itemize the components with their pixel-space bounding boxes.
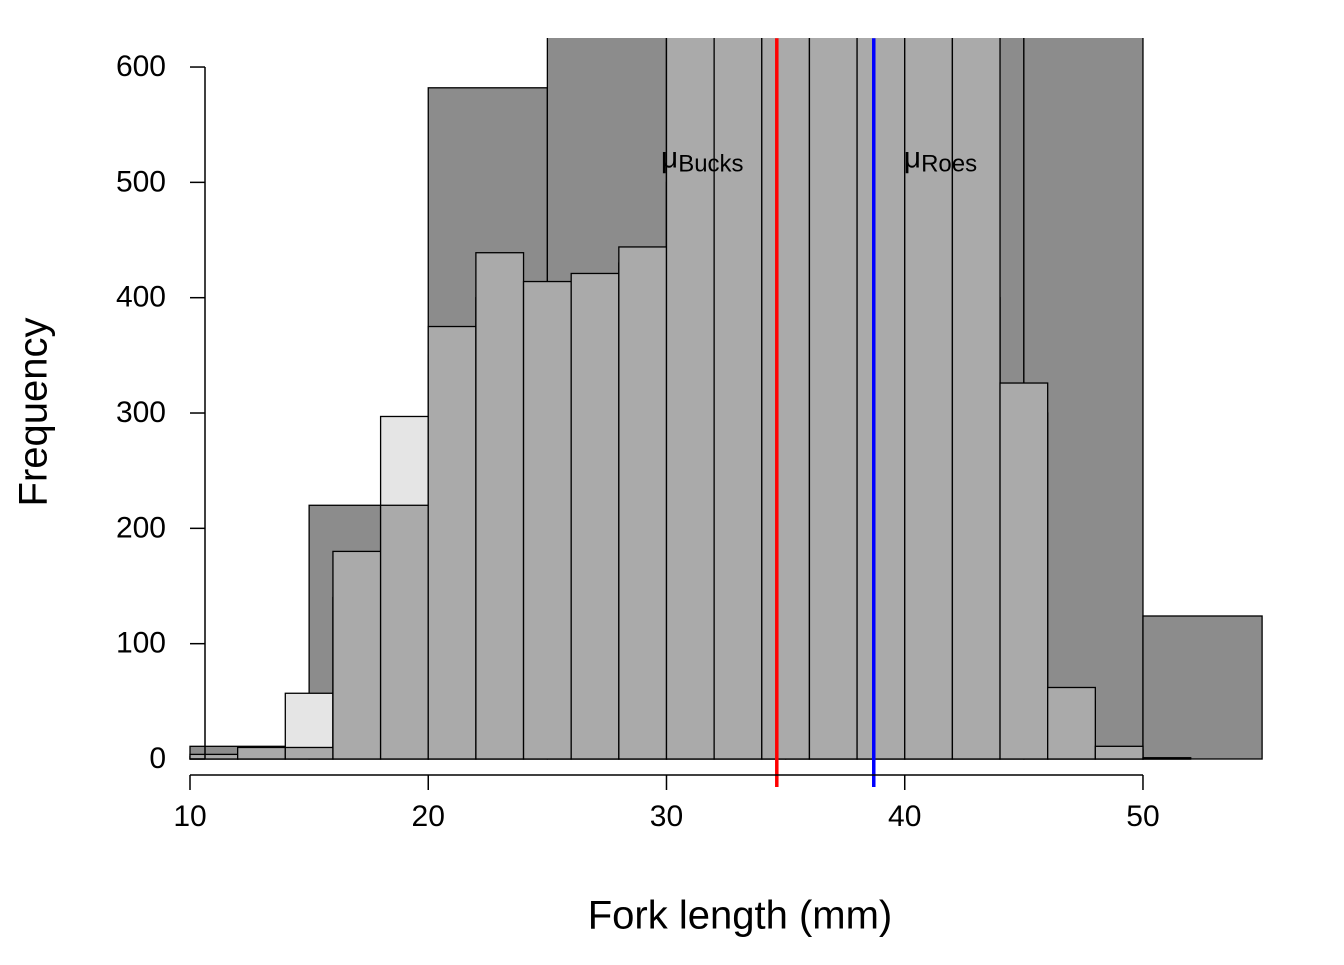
bar: [284, 746, 334, 760]
plot-area: [189, 38, 1263, 760]
x-axis-label: Fork length (mm): [588, 894, 893, 938]
bar: [570, 272, 620, 760]
bar: [475, 252, 525, 760]
y-tick-label: 0: [149, 742, 166, 775]
bar: [1094, 745, 1144, 760]
x-tick-label: 20: [412, 800, 445, 833]
bar: [1142, 757, 1192, 760]
bar: [904, 38, 954, 760]
bar: [427, 325, 477, 760]
x-tick-label: 10: [173, 800, 206, 833]
bar: [808, 38, 858, 760]
y-tick-label: 600: [116, 50, 166, 83]
bar: [236, 746, 286, 760]
bar: [665, 38, 715, 760]
x-tick-label: 50: [1126, 800, 1159, 833]
y-tick-label: 500: [116, 165, 166, 198]
bar: [1047, 686, 1096, 760]
y-tick-label: 300: [116, 396, 166, 429]
annotation-symbol: μ: [661, 141, 678, 174]
annotation-subscript: Roes: [921, 151, 977, 178]
bar: [379, 504, 429, 760]
bar: [1142, 615, 1263, 760]
annotation-symbol: μ: [904, 141, 921, 174]
y-tick-label: 400: [116, 281, 166, 314]
bar: [522, 280, 572, 760]
annotation: μRoes: [904, 141, 977, 177]
bar: [856, 38, 906, 760]
bar: [332, 550, 382, 760]
y-tick-label: 100: [116, 627, 166, 660]
bar: [951, 38, 1001, 760]
bar: [713, 38, 763, 760]
bar: [999, 382, 1049, 760]
annotation: μBucks: [661, 141, 744, 177]
bar: [761, 38, 811, 760]
y-axis-label: Frequency: [12, 318, 56, 507]
bar: [618, 246, 668, 760]
x-tick-label: 30: [650, 800, 683, 833]
annotation-subscript: Bucks: [678, 151, 743, 178]
x-tick-label: 40: [888, 800, 921, 833]
y-tick-label: 200: [116, 511, 166, 544]
